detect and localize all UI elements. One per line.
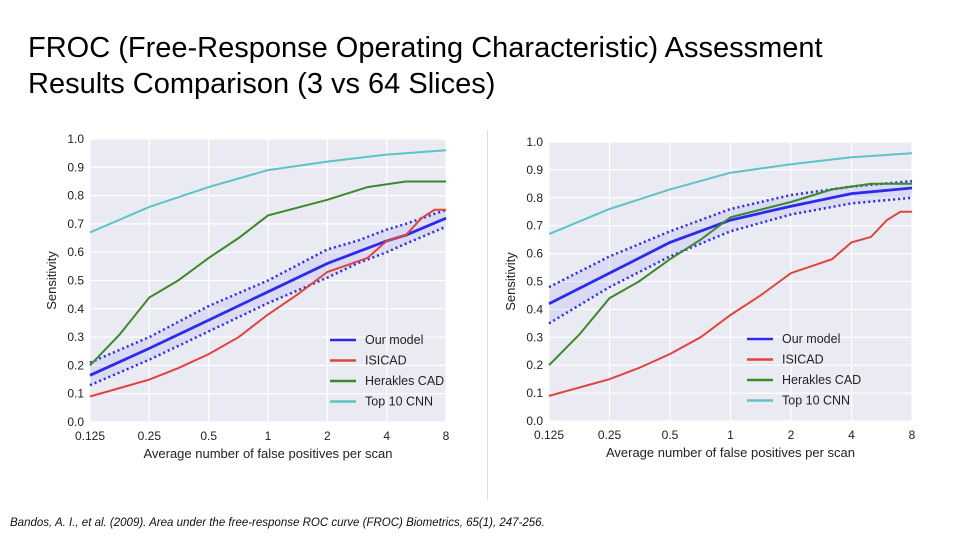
y-tick-label: 0.3 <box>526 330 543 344</box>
y-axis-label: Sensitivity <box>44 251 59 310</box>
y-tick-label: 0.1 <box>67 387 84 401</box>
legend-label: Herakles CAD <box>782 373 861 387</box>
title-line-1: FROC (Free-Response Operating Characteri… <box>28 32 823 64</box>
y-tick-label: 0.9 <box>67 160 84 174</box>
title-line-2: Results Comparison (3 vs 64 Slices) <box>28 68 496 100</box>
y-tick-label: 0.0 <box>67 415 84 429</box>
legend-label: Our model <box>365 333 423 347</box>
x-tick-label: 0.25 <box>598 428 622 442</box>
band-lower-line <box>89 225 447 387</box>
y-tick-label: 0.8 <box>67 189 84 203</box>
legend-label: Top 10 CNN <box>365 395 433 409</box>
x-tick-label: 8 <box>443 429 450 443</box>
y-tick-label: 0.4 <box>67 302 84 316</box>
y-tick-label: 0.6 <box>67 245 84 259</box>
citation: Bandos, A. I., et al. (2009). Area under… <box>10 517 545 529</box>
series-line-top-10-cnn <box>89 149 447 234</box>
y-tick-label: 1.0 <box>526 135 543 149</box>
y-tick-label: 0.3 <box>67 330 84 344</box>
y-axis-label: Sensitivity <box>503 252 518 311</box>
legend-label: Our model <box>782 332 840 346</box>
x-axis-label: Average number of false positives per sc… <box>143 446 392 461</box>
y-tick-label: 0.2 <box>67 358 84 372</box>
series-line-our-model <box>548 186 913 306</box>
y-tick-label: 0.4 <box>526 302 543 316</box>
y-tick-label: 0.9 <box>526 163 543 177</box>
band-upper-line <box>89 208 447 364</box>
band-lower-line <box>548 196 913 325</box>
x-tick-label: 1 <box>727 428 734 442</box>
series-line-herakles-cad <box>548 182 912 366</box>
froc-chart-3-slices: 0.0 0.1 0.2 0.3 0.4 0.5 0.6 0.7 0.8 0.9 1.0 0.125 0.… <box>44 132 450 461</box>
series-line-isicad <box>89 208 446 398</box>
x-tick-label: 8 <box>909 428 916 442</box>
x-tick-label: 1 <box>265 429 272 443</box>
x-axis-label: Average number of false positives per sc… <box>606 445 855 460</box>
x-tick-label: 2 <box>788 428 795 442</box>
series-line-isicad <box>548 210 912 397</box>
y-tick-label: 0.8 <box>526 191 543 205</box>
legend-label: Top 10 CNN <box>782 394 850 408</box>
x-tick-label: 0.5 <box>662 428 679 442</box>
divider <box>487 130 488 500</box>
x-tick-label: 4 <box>848 428 855 442</box>
legend-label: Herakles CAD <box>365 374 444 388</box>
x-tick-label: 2 <box>324 429 331 443</box>
froc-chart-64-slices: 0.0 0.1 0.2 0.3 0.4 0.5 0.6 0.7 0.8 0.9 1.0 0.125 0.… <box>503 135 916 460</box>
y-tick-label: 0.5 <box>67 274 84 288</box>
y-tick-label: 0.7 <box>67 217 84 231</box>
y-tick-label: 0.5 <box>526 275 543 289</box>
y-tick-label: 0.7 <box>526 219 543 233</box>
x-tick-label: 0.125 <box>75 429 105 443</box>
series-line-herakles-cad <box>89 180 446 367</box>
y-tick-label: 0.6 <box>526 247 543 261</box>
x-tick-label: 0.25 <box>138 429 162 443</box>
x-tick-label: 0.5 <box>200 429 217 443</box>
legend-label: ISICAD <box>365 354 407 368</box>
legend-label: ISICAD <box>782 353 824 367</box>
y-tick-label: 1.0 <box>67 132 84 146</box>
x-tick-label: 0.125 <box>534 428 564 442</box>
y-tick-label: 0.1 <box>526 386 543 400</box>
y-tick-label: 0.0 <box>526 414 543 428</box>
y-tick-label: 0.2 <box>526 358 543 372</box>
slide-title: FROC (Free-Response Operating Characteri… <box>28 30 928 102</box>
series-line-top-10-cnn <box>548 152 913 236</box>
x-tick-label: 4 <box>383 429 390 443</box>
